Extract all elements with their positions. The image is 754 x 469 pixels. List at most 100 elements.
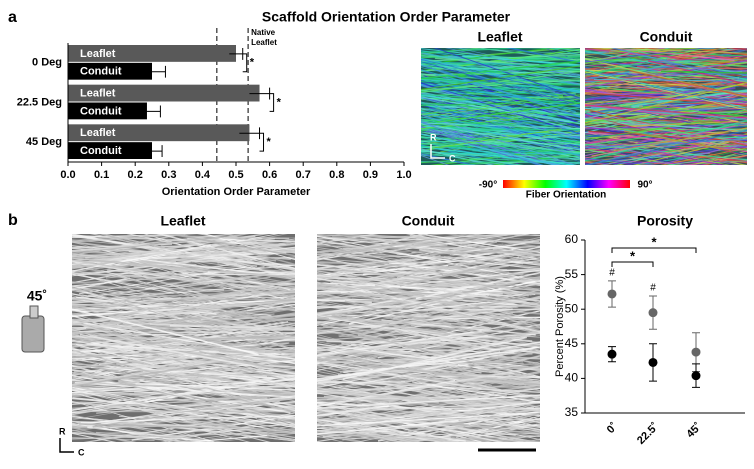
fiber (172, 425, 295, 442)
fiber (72, 383, 173, 387)
fiber (421, 128, 580, 149)
x-axis-label: Orientation Order Parameter (162, 186, 311, 198)
fiber (72, 431, 201, 442)
fiber (370, 327, 540, 354)
fiber (72, 241, 258, 268)
fiber (72, 298, 295, 343)
x-tick-label: 45˚ (684, 421, 704, 441)
x-tick-label: 0.1 (94, 169, 109, 181)
x-tick-label: 0.6 (262, 169, 277, 181)
fiber (156, 234, 295, 270)
fiber (317, 419, 459, 435)
orientation-arrow (430, 144, 445, 159)
fiber (585, 77, 747, 105)
significance-label: * (277, 96, 282, 108)
y-tick-label: 45 (565, 336, 579, 350)
significance-bracket (269, 93, 275, 112)
fiber (429, 108, 580, 134)
fiber (317, 373, 520, 377)
fiber (181, 298, 295, 301)
bar-label: Leaflet (80, 87, 116, 99)
colorbar-label: -90° (479, 180, 497, 191)
fiber (72, 337, 295, 340)
orientation-label: R (430, 132, 437, 142)
error-bar (138, 65, 166, 78)
fiber (72, 234, 240, 253)
image-title: Leaflet (477, 29, 522, 45)
fiber (421, 154, 450, 165)
fiber (421, 122, 580, 130)
fiber (585, 148, 680, 165)
fiber (72, 322, 261, 353)
fiber (421, 92, 580, 131)
dot (648, 308, 658, 318)
fiber (178, 296, 295, 332)
fiber (585, 126, 711, 143)
fiber (317, 343, 450, 363)
bar-label: Leaflet (80, 48, 116, 60)
image (317, 234, 540, 442)
fiber (72, 361, 120, 371)
fiber (317, 388, 540, 412)
fiber (317, 334, 540, 392)
image (421, 48, 580, 165)
fiber (72, 323, 132, 328)
fiber (317, 245, 540, 252)
fiber (429, 128, 562, 149)
fiber (585, 109, 747, 123)
fiber (72, 363, 295, 381)
fiber (460, 234, 540, 241)
fiber (317, 355, 540, 407)
fiber (166, 373, 295, 377)
fiber (585, 124, 738, 146)
fiber (129, 333, 295, 363)
fiber (421, 113, 580, 146)
fiber (585, 60, 650, 67)
fiber (317, 424, 398, 442)
fiber (421, 84, 525, 114)
fiber (361, 436, 534, 442)
fiber (437, 102, 580, 123)
image (585, 48, 747, 165)
bar (68, 142, 152, 159)
fiber (726, 48, 747, 51)
fiber (317, 420, 414, 442)
fiber (317, 250, 540, 291)
fiber (72, 359, 158, 374)
fiber (72, 420, 203, 442)
fiber (83, 413, 262, 442)
dot (691, 371, 701, 381)
fiber (136, 360, 295, 378)
fiber (72, 269, 135, 280)
fiber (399, 265, 490, 287)
fiber (647, 59, 747, 76)
fiber (317, 329, 492, 358)
fiber (421, 118, 520, 127)
fiber (585, 89, 747, 100)
fiber (410, 434, 474, 442)
fiber (72, 287, 295, 324)
fiber (421, 98, 580, 123)
bar (68, 124, 250, 142)
fiber (585, 92, 673, 95)
fiber (72, 255, 295, 266)
fiber (80, 346, 212, 365)
bar (68, 102, 147, 120)
fiber (585, 126, 708, 144)
fiber (317, 306, 517, 309)
x-tick-label: 0.3 (161, 169, 176, 181)
fiber (149, 323, 295, 330)
fiber (445, 48, 580, 78)
fiber (380, 319, 540, 330)
fiber (317, 404, 389, 417)
fiber (317, 394, 540, 435)
significance-label: * (250, 57, 255, 69)
fiber (317, 287, 460, 301)
fiber (72, 276, 271, 309)
image-content (585, 48, 747, 165)
fiber (400, 308, 540, 330)
fiber (330, 281, 540, 333)
fiber (332, 234, 540, 281)
dot (607, 289, 617, 299)
fiber (433, 48, 580, 99)
